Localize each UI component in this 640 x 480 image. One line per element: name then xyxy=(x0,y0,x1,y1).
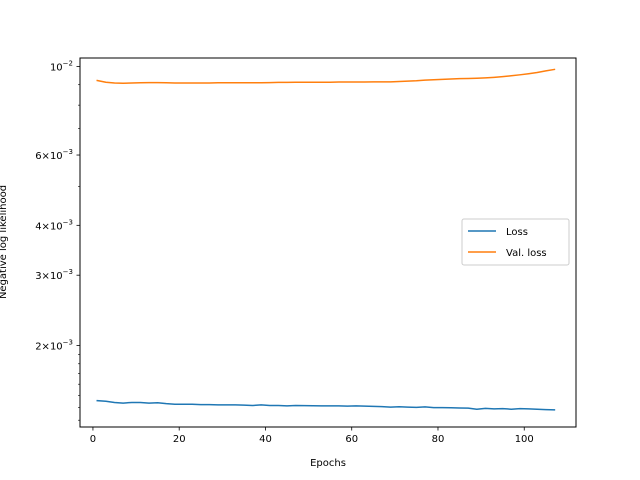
x-axis-label: Epochs xyxy=(310,458,346,469)
x-tick-label: 20 xyxy=(173,434,186,445)
x-tick-label: 40 xyxy=(259,434,272,445)
x-tick-label: 100 xyxy=(515,434,534,445)
series-line-1 xyxy=(96,68,556,84)
legend-label: Loss xyxy=(506,227,528,238)
x-tick-label: 0 xyxy=(90,434,96,445)
y-tick-label: 10−2 xyxy=(50,59,73,73)
x-tick-label: 80 xyxy=(432,434,445,445)
plot-frame xyxy=(79,57,577,428)
y-tick-label: 3×10−3 xyxy=(35,268,73,282)
legend: Loss Val. loss xyxy=(461,218,570,266)
x-axis: 0 20 40 60 80 100 xyxy=(90,427,534,445)
y-axis: 10−2 6×10−3 4×10−3 3×10−3 2×10−3 xyxy=(35,59,80,421)
legend-label: Val. loss xyxy=(506,248,547,259)
y-tick-label: 4×10−3 xyxy=(35,218,73,232)
y-tick-label: 6×10−3 xyxy=(35,148,73,162)
x-tick-label: 60 xyxy=(345,434,358,445)
series-layer xyxy=(96,68,556,411)
y-tick-label: 2×10−3 xyxy=(35,339,73,353)
series-line-0 xyxy=(96,399,556,411)
y-axis-label: Negative log likelihood xyxy=(0,185,9,299)
